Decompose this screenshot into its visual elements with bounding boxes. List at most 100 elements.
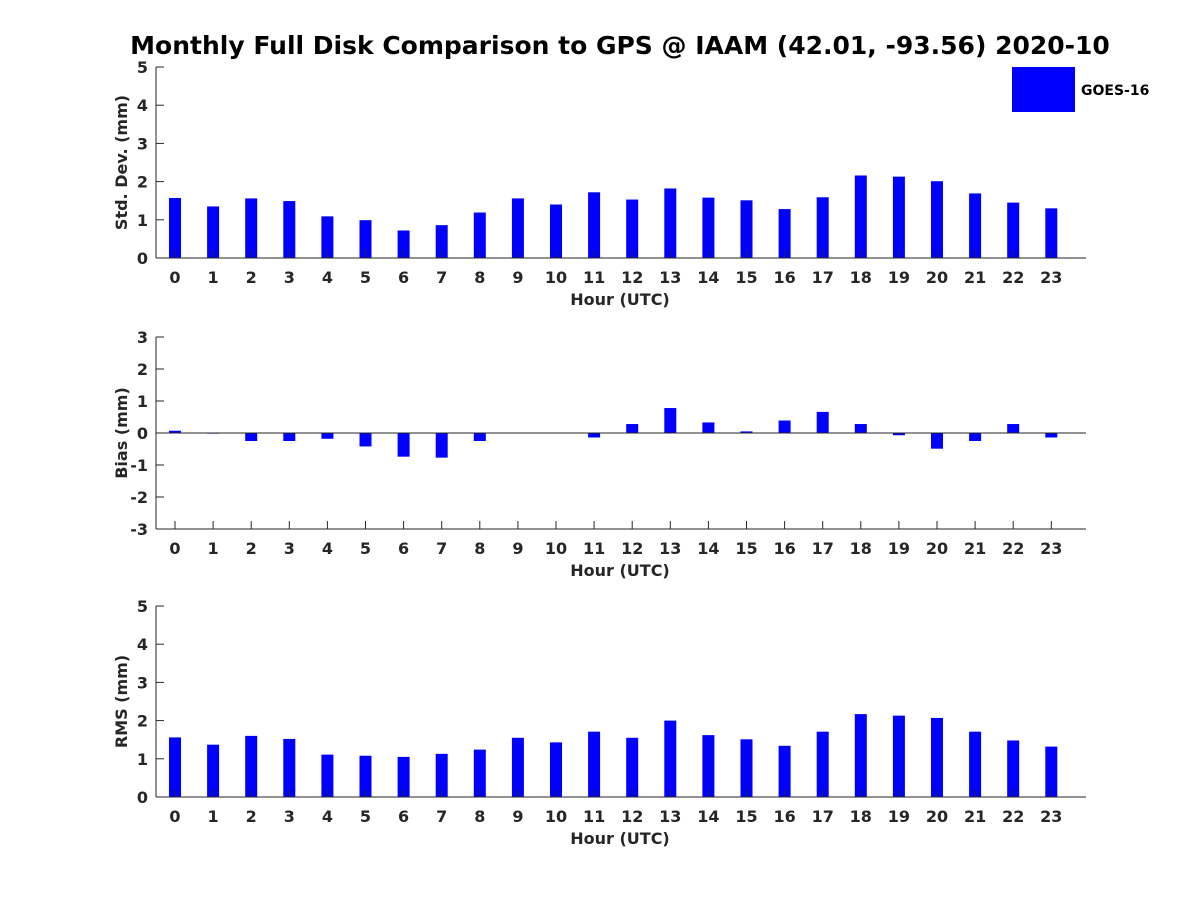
bias-bar-3 [283,433,296,441]
bias-xtick-label: 6 [398,539,409,558]
rms-bar-2 [245,735,258,797]
rms-ytick-label: 2 [137,712,148,731]
std-dev-bar-23 [1045,208,1058,258]
rms-bar-7 [435,753,448,797]
std-dev-ytick-label: 1 [137,211,148,230]
rms-ytick-label: 4 [137,635,148,654]
std-dev-xtick-label: 0 [169,268,180,287]
rms-bar-6 [397,756,410,797]
std-dev-xtick-label: 15 [735,268,757,287]
rms-xtick-label: 23 [1040,807,1062,826]
rms-xtick-label: 1 [208,807,219,826]
rms-xtick-label: 10 [545,807,567,826]
bias-xtick-label: 19 [888,539,910,558]
bias-bar-19 [892,433,905,436]
bias-xtick-label: 18 [850,539,872,558]
rms-bar-19 [892,715,905,797]
std-dev-bar-17 [816,197,829,258]
bias-ytick-label: 1 [137,392,148,411]
rms-bar-23 [1045,746,1058,797]
bias-bar-11 [588,433,601,438]
std-dev-xtick-label: 18 [850,268,872,287]
bias-bar-8 [473,433,486,441]
rms-xtick-label: 22 [1002,807,1024,826]
rms-bar-8 [473,749,486,797]
std-dev-xtick-label: 6 [398,268,409,287]
rms-xtick-label: 11 [583,807,605,826]
bias-bar-4 [321,433,334,439]
std-dev-xtick-label: 2 [246,268,257,287]
std-dev-xtick-label: 19 [888,268,910,287]
std-dev-bar-11 [588,192,601,258]
rms-bar-21 [969,731,982,797]
bias-xtick-label: 23 [1040,539,1062,558]
legend: GOES-16 [1012,67,1149,112]
rms-bar-4 [321,754,334,797]
rms-bar-16 [778,745,791,797]
std-dev-bar-1 [207,206,220,258]
bias-bar-20 [931,433,943,449]
bias-ytick-label: 0 [137,424,148,443]
std-dev-xtick-label: 13 [659,268,681,287]
std-dev-bar-10 [550,204,562,258]
rms-bar-11 [588,731,601,797]
std-dev-bar-13 [664,188,677,258]
std-dev-ytick-label: 0 [137,249,148,268]
rms-xtick-label: 15 [735,807,757,826]
rms-ytick-label: 1 [137,750,148,769]
std-dev-xtick-label: 12 [621,268,643,287]
std-dev-xtick-label: 1 [208,268,219,287]
bias-bar-22 [1007,424,1020,433]
rms-bar-17 [816,731,829,797]
std-dev-ytick-label: 2 [137,173,148,192]
rms-xtick-label: 20 [926,807,948,826]
bias-xtick-label: 10 [545,539,567,558]
rms-xtick-label: 0 [169,807,180,826]
rms-xtick-label: 8 [474,807,485,826]
rms-bar-12 [626,737,639,797]
rms-xtick-label: 4 [322,807,333,826]
rms-bar-3 [283,738,296,797]
bias-bar-14 [702,422,715,433]
bias-xtick-label: 4 [322,539,333,558]
rms-bar-13 [664,720,677,797]
rms-x-axis-label: Hour (UTC) [570,829,670,848]
bias-xtick-label: 8 [474,539,485,558]
rms-bar-14 [702,735,715,797]
rms-xtick-label: 3 [284,807,295,826]
rms-ytick-label: 0 [137,788,148,807]
std-dev-xtick-label: 16 [773,268,795,287]
std-dev-xtick-label: 20 [926,268,948,287]
bias-ytick-label: -1 [130,456,148,475]
std-dev-bar-19 [892,176,905,258]
rms-bar-22 [1007,740,1020,797]
std-dev-bar-15 [740,200,753,258]
bias-bar-6 [397,433,410,457]
rms-xtick-label: 6 [398,807,409,826]
rms-bar-1 [207,744,220,797]
rms-bar-20 [931,717,943,797]
std-dev-xtick-label: 9 [512,268,523,287]
bias-xtick-label: 21 [964,539,986,558]
std-dev-bar-22 [1007,202,1020,258]
legend-label: GOES-16 [1081,83,1149,99]
std-dev-ytick-label: 3 [137,134,148,153]
bias-bar-16 [778,420,791,433]
bias-bar-13 [664,408,677,433]
bias-xtick-label: 9 [512,539,523,558]
legend-swatch [1012,67,1075,112]
bias-xtick-label: 17 [812,539,834,558]
std-dev-bar-20 [931,181,943,258]
bias-xtick-label: 20 [926,539,948,558]
std-dev-xtick-label: 22 [1002,268,1024,287]
rms-xtick-label: 13 [659,807,681,826]
bias-xtick-label: 13 [659,539,681,558]
std-dev-x-axis-label: Hour (UTC) [570,290,670,309]
std-dev-xtick-label: 7 [436,268,447,287]
bias-xtick-label: 2 [246,539,257,558]
bias-y-axis-label: Bias (mm) [112,387,131,479]
rms-xtick-label: 2 [246,807,257,826]
std-dev-xtick-label: 14 [697,268,719,287]
std-dev-xtick-label: 11 [583,268,605,287]
std-dev-xtick-label: 3 [284,268,295,287]
